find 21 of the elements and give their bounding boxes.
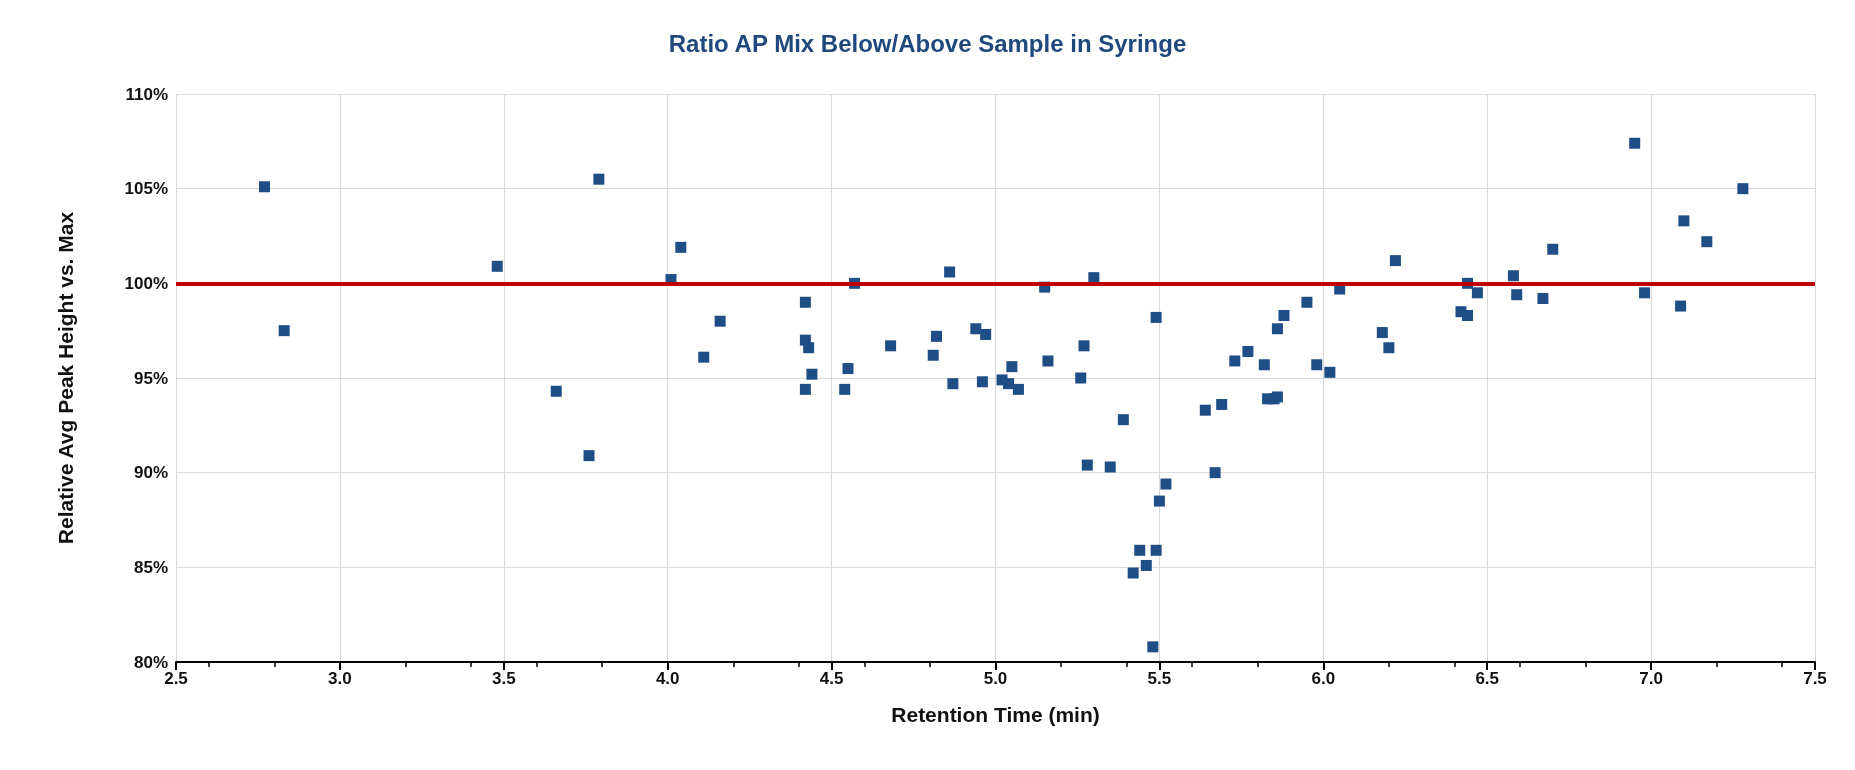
y-tick-label: 100%	[124, 273, 168, 293]
x-tick-label: 3.5	[491, 669, 516, 688]
chart-title: Ratio AP Mix Below/Above Sample in Syringe	[668, 29, 1187, 57]
x-tick-label: 6.0	[1311, 669, 1336, 688]
y-axis-title: Relative Avg Peak Height vs. Max	[54, 211, 77, 545]
x-tick-label: 4.5	[819, 669, 844, 688]
x-tick-label: 4.0	[655, 669, 680, 688]
y-tick-label: 80%	[133, 652, 168, 672]
y-tick-label: 90%	[133, 463, 168, 483]
y-tick-label: 85%	[133, 557, 168, 577]
x-tick-label: 7.0	[1639, 669, 1663, 688]
x-axis-title: Retention Time (min)	[891, 703, 1100, 726]
x-tick-label: 5.0	[983, 669, 1008, 688]
x-tick-label: 3.0	[328, 669, 352, 688]
x-tick-label: 6.5	[1475, 669, 1500, 688]
x-tick-label: 2.5	[164, 669, 188, 688]
y-tick-label: 110%	[125, 84, 168, 104]
x-tick-label: 5.5	[1147, 669, 1172, 688]
x-tick-label: 7.5	[1803, 669, 1827, 688]
y-tick-label: 95%	[133, 368, 168, 388]
y-tick-label: 105%	[124, 179, 168, 199]
